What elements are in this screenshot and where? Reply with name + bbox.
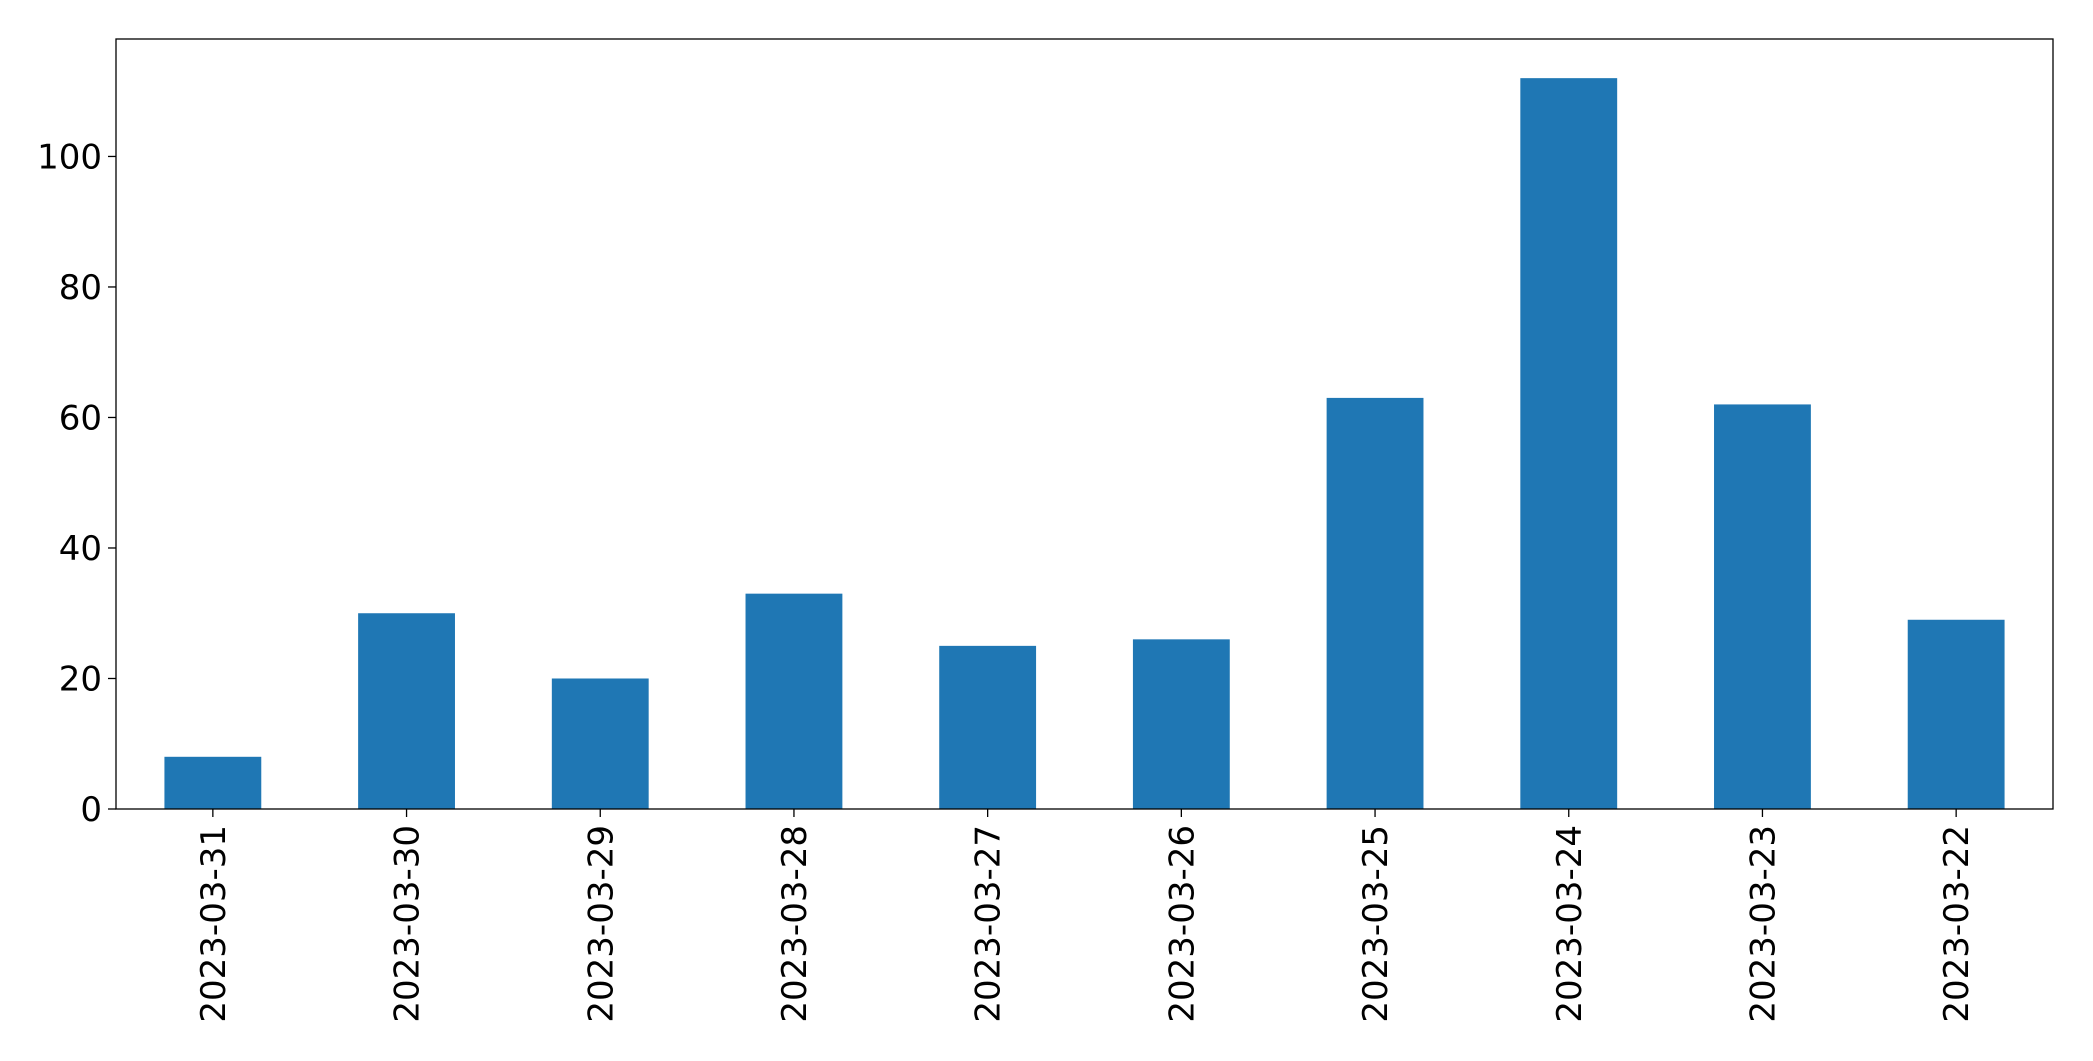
bar bbox=[1132, 639, 1230, 809]
bar bbox=[1326, 397, 1424, 809]
y-tick-label: 60 bbox=[59, 398, 102, 438]
x-tick-label: 2023-03-25 bbox=[1356, 825, 1396, 1023]
x-tick-label: 2023-03-27 bbox=[969, 825, 1009, 1023]
x-tick-label: 2023-03-22 bbox=[1937, 825, 1977, 1023]
y-tick-label: 40 bbox=[59, 529, 102, 569]
x-tick-label: 2023-03-26 bbox=[1162, 825, 1202, 1023]
bar bbox=[358, 613, 455, 809]
x-tick-label: 2023-03-30 bbox=[388, 825, 428, 1023]
x-tick-label: 2023-03-28 bbox=[775, 825, 815, 1023]
x-tick-label: 2023-03-29 bbox=[581, 825, 621, 1023]
bar bbox=[1907, 619, 2005, 809]
y-tick-label: 20 bbox=[59, 659, 102, 699]
y-tick-label: 100 bbox=[37, 137, 102, 177]
bar bbox=[745, 593, 843, 809]
bar bbox=[551, 678, 649, 809]
bar bbox=[1520, 78, 1618, 810]
y-tick-label: 80 bbox=[59, 268, 102, 308]
plot-frame bbox=[115, 38, 2054, 810]
x-tick-label: 2023-03-24 bbox=[1550, 825, 1590, 1023]
bar bbox=[939, 645, 1037, 809]
y-tick-label: 0 bbox=[80, 790, 102, 830]
bar bbox=[164, 756, 262, 809]
x-tick-label: 2023-03-31 bbox=[194, 825, 234, 1023]
x-tick-label: 2023-03-23 bbox=[1743, 825, 1783, 1023]
bar bbox=[1714, 404, 1811, 809]
